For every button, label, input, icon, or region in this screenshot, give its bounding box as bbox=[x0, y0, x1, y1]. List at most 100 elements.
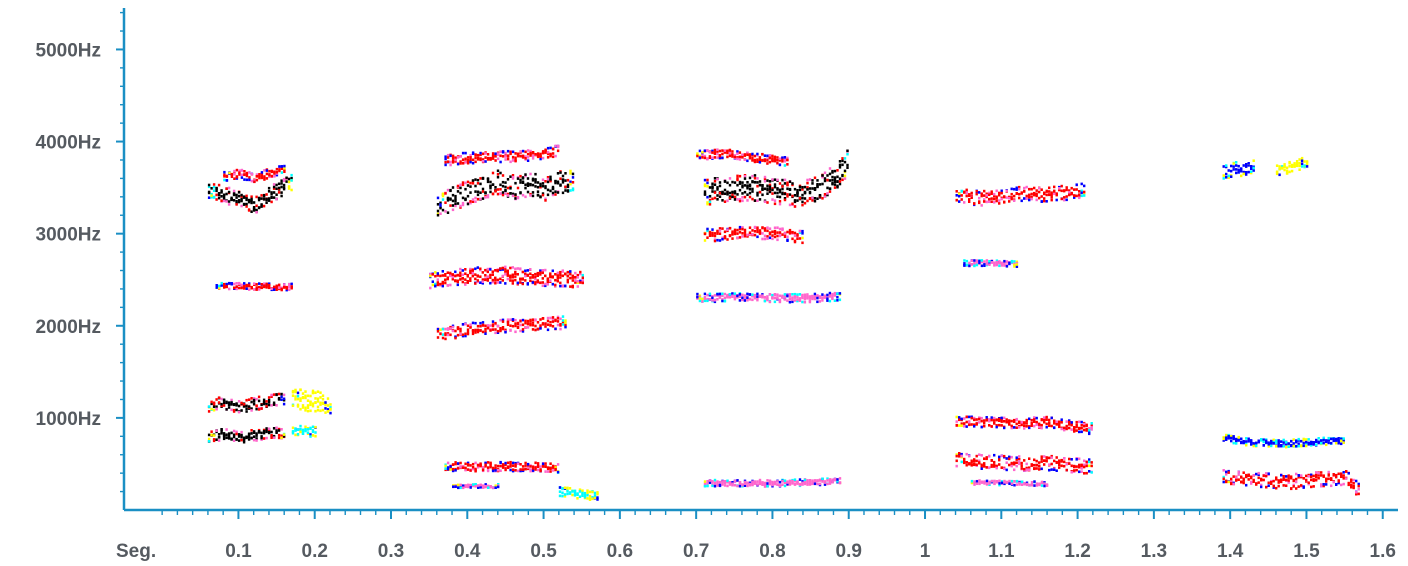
spectrogram-pixel bbox=[1080, 467, 1083, 470]
spectrogram-pixel bbox=[955, 453, 958, 456]
spectrogram-pixel bbox=[511, 266, 514, 269]
spectrogram-pixel bbox=[993, 264, 996, 267]
spectrogram-pixel bbox=[756, 230, 759, 234]
spectrogram-pixel bbox=[756, 184, 759, 188]
spectrogram-pixel bbox=[786, 187, 789, 191]
spectrogram-pixel bbox=[1055, 198, 1058, 202]
spectrogram-pixel bbox=[1305, 442, 1308, 445]
spectrogram-pixel bbox=[501, 466, 505, 469]
spectrogram-pixel bbox=[492, 486, 495, 489]
spectrogram-pixel bbox=[257, 399, 261, 403]
spectrogram-pixel bbox=[262, 401, 266, 404]
spectrogram-pixel bbox=[1255, 444, 1258, 447]
spectrogram-pixel bbox=[1050, 468, 1053, 471]
spectrogram-pixel bbox=[975, 463, 978, 466]
spectrogram-pixel bbox=[476, 178, 480, 182]
spectrogram-pixel bbox=[511, 468, 515, 471]
spectrogram-pixel bbox=[1025, 466, 1028, 470]
spectrogram-pixel bbox=[494, 484, 497, 487]
spectrogram-pixel bbox=[551, 316, 555, 319]
spectrogram-pixel bbox=[791, 183, 794, 187]
spectrogram-pixel bbox=[1232, 162, 1235, 165]
spectrogram-pixel bbox=[1025, 482, 1029, 486]
spectrogram-pixel bbox=[247, 405, 251, 408]
spectrogram-pixel bbox=[441, 198, 445, 201]
spectrogram-pixel bbox=[581, 493, 584, 496]
spectrogram-pixel bbox=[454, 336, 457, 340]
spectrogram-pixel bbox=[1285, 441, 1288, 444]
spectrogram-pixel bbox=[958, 452, 961, 455]
spectrogram-pixel bbox=[766, 201, 769, 204]
spectrogram-pixel bbox=[257, 431, 261, 434]
spectrogram-pixel bbox=[539, 157, 542, 161]
spectrogram-pixel bbox=[741, 192, 744, 195]
spectrogram-pixel bbox=[756, 295, 759, 298]
spectrogram-pixel bbox=[773, 482, 777, 485]
spectrogram-pixel bbox=[1003, 264, 1006, 267]
spectrogram-pixel bbox=[1015, 426, 1018, 429]
spectrogram-pixel bbox=[451, 208, 455, 212]
spectrogram-pixel bbox=[776, 238, 779, 242]
spectrogram-pixel bbox=[1320, 483, 1323, 486]
spectrogram-pixel bbox=[474, 277, 477, 281]
spectrogram-pixel bbox=[491, 278, 494, 282]
spectrogram-pixel bbox=[776, 178, 779, 182]
spectrogram-pixel bbox=[811, 187, 814, 190]
spectrogram-pixel bbox=[534, 466, 537, 469]
spectrogram-pixel bbox=[1310, 440, 1313, 444]
spectrogram-pixel bbox=[240, 401, 243, 405]
spectrogram-pixel bbox=[275, 197, 278, 201]
spectrogram-pixel bbox=[304, 406, 307, 410]
spectrogram-pixel bbox=[501, 266, 504, 270]
spectrogram-pixel bbox=[469, 269, 472, 273]
spectrogram-pixel bbox=[524, 326, 527, 329]
spectrogram-pixel bbox=[474, 184, 477, 188]
spectrogram-pixel bbox=[706, 202, 709, 206]
spectrogram-pixel bbox=[1043, 455, 1046, 458]
spectrogram-pixel bbox=[1298, 158, 1301, 161]
spectrogram-pixel bbox=[1280, 478, 1283, 482]
spectrogram-pixel bbox=[494, 469, 497, 472]
spectrogram-pixel bbox=[741, 153, 744, 156]
spectrogram-pixel bbox=[783, 192, 787, 196]
spectrogram-pixel bbox=[776, 234, 779, 238]
spectrogram-pixel bbox=[586, 489, 589, 492]
spectrogram-pixel bbox=[1270, 481, 1273, 484]
spectrogram-pixel bbox=[474, 483, 477, 486]
spectrogram-pixel bbox=[521, 323, 525, 327]
spectrogram-pixel bbox=[499, 318, 502, 322]
spectrogram-pixel bbox=[541, 184, 545, 188]
spectrogram-pixel bbox=[1018, 483, 1021, 486]
spectrogram-pixel bbox=[1028, 417, 1031, 421]
spectrogram-pixel bbox=[993, 416, 996, 420]
spectrogram-pixel bbox=[591, 490, 594, 494]
spectrogram-pixel bbox=[791, 296, 794, 299]
spectrogram-pixel bbox=[268, 175, 271, 178]
spectrogram-pixel bbox=[232, 199, 236, 202]
spectrogram-pixel bbox=[761, 193, 764, 197]
spectrogram-pixel bbox=[484, 196, 487, 199]
spectrogram-pixel bbox=[718, 184, 722, 188]
spectrogram-pixel bbox=[324, 407, 327, 410]
spectrogram-pixel bbox=[291, 430, 295, 433]
spectrogram-pixel bbox=[277, 436, 281, 440]
spectrogram-pixel bbox=[258, 288, 261, 291]
spectrogram-pixel bbox=[554, 283, 557, 287]
spectrogram-pixel bbox=[484, 461, 487, 465]
spectrogram-pixel bbox=[441, 284, 444, 288]
spectrogram-pixel bbox=[250, 179, 254, 183]
spectrogram-pixel bbox=[544, 325, 547, 328]
spectrogram-pixel bbox=[469, 277, 472, 280]
spectrogram-pixel bbox=[1250, 165, 1253, 168]
spectrogram-pixel bbox=[1335, 437, 1338, 441]
spectrogram-pixel bbox=[1013, 187, 1016, 191]
spectrogram-pixel bbox=[301, 404, 305, 407]
spectrogram-pixel bbox=[456, 467, 460, 470]
spectrogram-pixel bbox=[833, 177, 837, 181]
spectrogram-pixel bbox=[593, 496, 597, 499]
spectrogram-pixel bbox=[1073, 194, 1076, 197]
spectrogram-pixel bbox=[1010, 260, 1014, 264]
spectrogram-pixel bbox=[1235, 479, 1238, 482]
spectrogram-pixel bbox=[263, 175, 266, 178]
spectrogram-pixel bbox=[245, 171, 249, 175]
